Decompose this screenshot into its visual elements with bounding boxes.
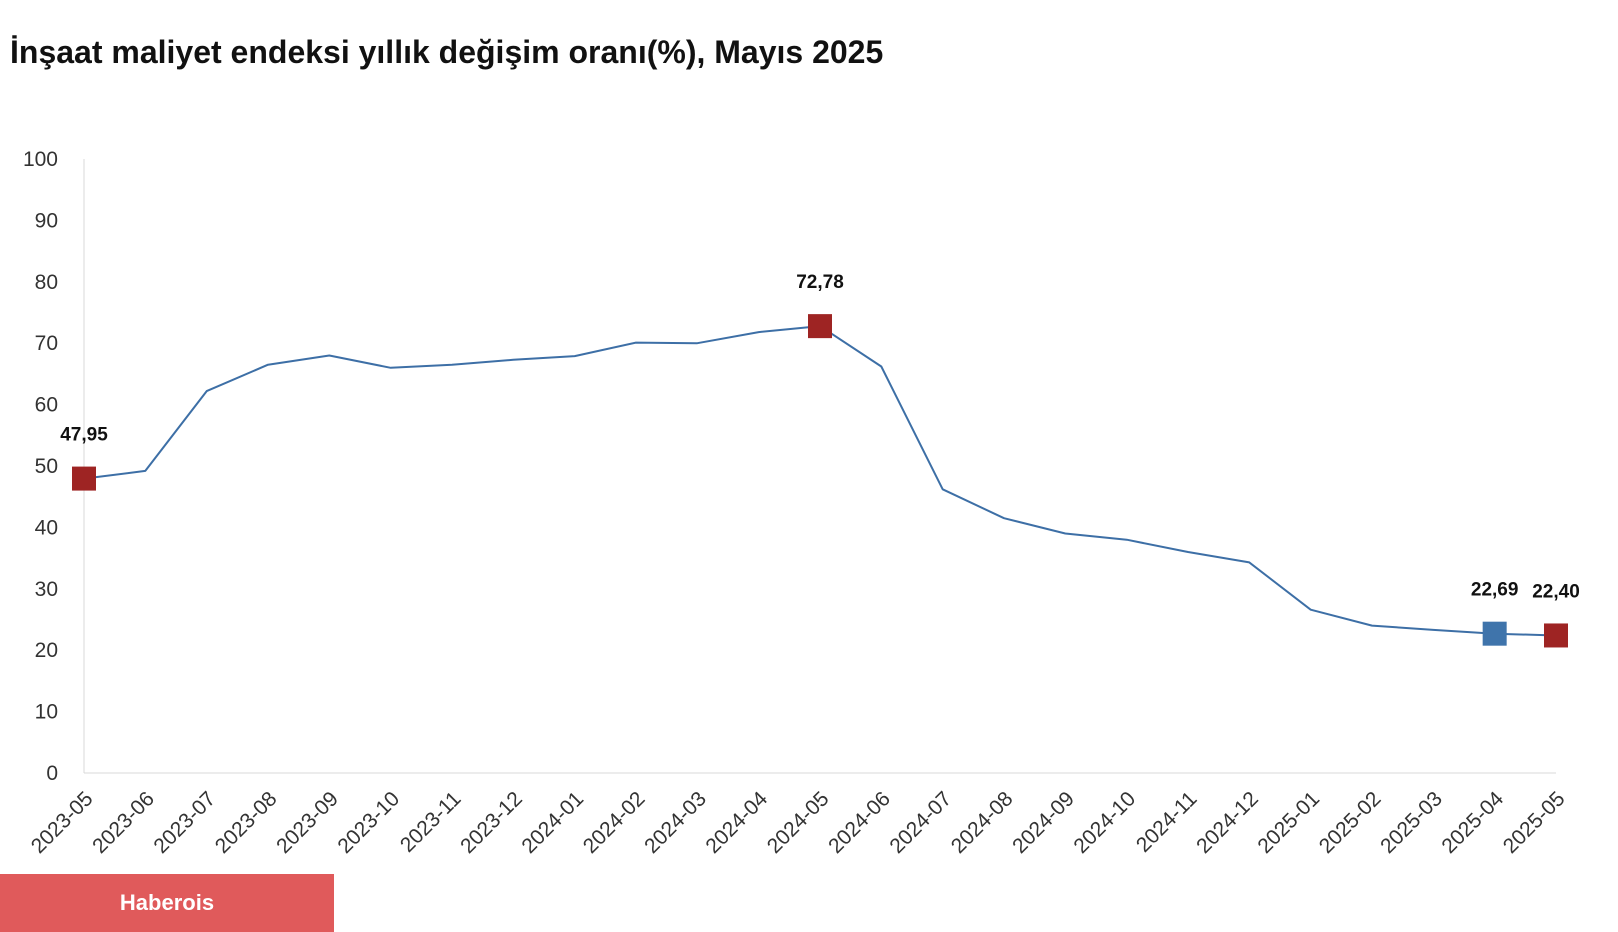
y-axis: 0 10 20 30 40 50 60 70 80 90 100 — [23, 148, 85, 785]
x-tick-label: 2025-04 — [1437, 787, 1508, 858]
series-line-group — [83, 325, 1557, 637]
x-tick-label: 2024-01 — [517, 787, 588, 858]
x-tick-label: 2024-08 — [947, 787, 1018, 858]
x-tick-label: 2025-05 — [1499, 787, 1570, 858]
x-tick-label: 2024-12 — [1192, 787, 1263, 858]
y-tick-label: 0 — [46, 762, 58, 785]
x-tick-label: 2023-08 — [211, 787, 282, 858]
x-tick-label: 2024-03 — [640, 787, 711, 858]
x-tick-label: 2023-06 — [88, 787, 159, 858]
y-tick-label: 30 — [35, 578, 58, 601]
highlight-markers: 47,95 72,78 22,69 22,40 — [60, 272, 1580, 648]
x-tick-label: 2024-02 — [579, 787, 650, 858]
data-point-marker — [1544, 623, 1568, 648]
data-label: 22,69 — [1471, 580, 1519, 601]
x-tick-label: 2025-02 — [1315, 787, 1386, 858]
x-tick-label: 2023-11 — [396, 787, 466, 857]
x-axis: 2023-052023-062023-072023-082023-092023-… — [27, 772, 1570, 858]
x-tick-label: 2025-01 — [1253, 787, 1324, 858]
series-line-0 — [83, 325, 1557, 637]
x-tick-label: 2023-05 — [27, 787, 98, 858]
data-point-marker — [72, 466, 96, 491]
y-tick-label: 50 — [35, 455, 58, 478]
x-tick-label: 2024-04 — [701, 787, 772, 858]
x-tick-label: 2023-10 — [333, 787, 404, 858]
x-tick-label: 2024-10 — [1069, 787, 1140, 858]
data-label: 47,95 — [60, 425, 108, 446]
data-label: 72,78 — [796, 272, 844, 293]
x-tick-label: 2024-07 — [885, 787, 956, 858]
y-tick-label: 40 — [35, 516, 58, 539]
y-tick-label: 10 — [35, 701, 58, 724]
data-point-marker — [808, 314, 832, 339]
chart-title: İnşaat maliyet endeksi yıllık değişim or… — [10, 34, 884, 70]
data-point-marker — [1482, 621, 1507, 646]
x-tick-label: 2024-11 — [1132, 787, 1202, 857]
x-tick-label: 2025-03 — [1376, 787, 1447, 858]
brand-badge: Haberois — [0, 874, 334, 932]
x-tick-label: 2024-09 — [1008, 787, 1079, 858]
x-tick-label: 2024-05 — [763, 787, 834, 858]
x-tick-label: 2023-12 — [456, 787, 527, 858]
y-tick-label: 70 — [35, 332, 58, 355]
x-tick-label: 2023-09 — [272, 787, 343, 858]
y-tick-label: 90 — [35, 209, 58, 232]
x-tick-label: 2024-06 — [824, 787, 895, 858]
y-tick-label: 80 — [35, 271, 58, 294]
y-tick-label: 60 — [35, 394, 58, 417]
x-tick-label: 2023-07 — [149, 787, 220, 858]
y-tick-label: 100 — [23, 148, 58, 171]
data-label: 22,40 — [1532, 581, 1580, 602]
y-tick-label: 20 — [35, 639, 58, 662]
